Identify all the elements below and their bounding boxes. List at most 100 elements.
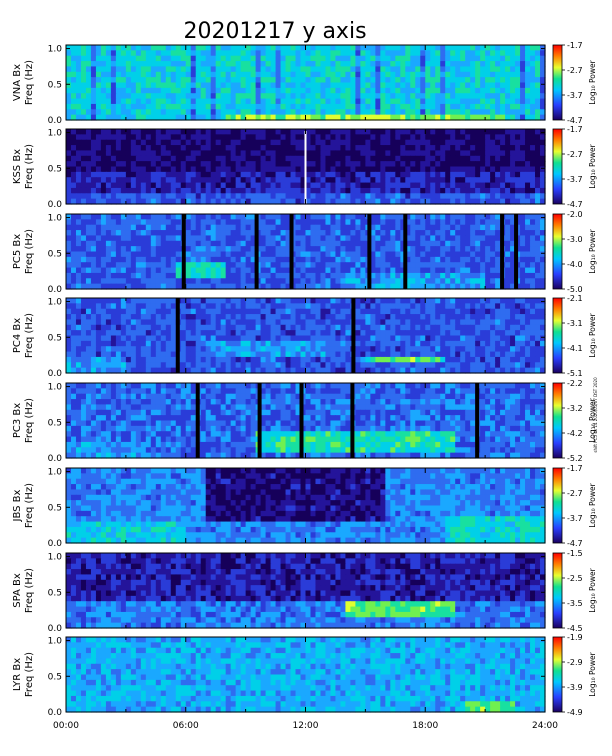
spectrogram-cell [465,187,471,194]
spectrogram-cell [180,50,187,57]
spectrogram-cell [270,50,277,57]
spectrogram-cell [145,161,152,168]
spectrogram-cell [185,246,192,253]
spectrogram-cell [190,171,197,178]
spectrogram-cell [405,298,411,304]
spectrogram-cell [66,230,72,237]
spectrogram-cell [215,256,222,263]
spectrogram-cell [390,324,396,331]
spectrogram-cell [335,298,342,304]
spectrogram-cell [150,330,157,337]
spectrogram-cell [265,283,272,290]
spectrogram-cell [180,314,187,321]
spectrogram-cell [150,267,157,274]
spectrogram-cell [360,166,366,173]
spectrogram-cell [255,161,262,168]
spectrogram-cell [235,155,242,162]
spectrogram-cell [315,187,322,194]
spectrogram-cell [175,103,182,110]
spectrogram-cell [430,193,436,200]
spectrogram-cell [325,139,332,146]
spectrogram-cell [460,66,466,73]
spectrogram-cell [66,61,72,68]
spectrogram-cell [180,71,187,78]
spectrogram-cell [145,77,152,84]
spectrogram-cell [480,139,486,146]
spectrogram-cell [80,198,87,205]
spectrogram-cell [145,298,152,304]
spectrogram-cell [195,298,202,304]
spectrogram-cell [380,187,386,194]
spectrogram-cell [485,187,491,194]
spectrogram-cell [490,114,496,121]
spectrogram-cell [235,182,242,189]
spectrogram-cell [520,193,526,200]
spectrogram-cell [170,98,177,105]
spectrogram-cell [535,134,541,141]
spectrogram-cell [370,224,376,231]
spectrogram-cell [210,55,217,62]
spectrogram-cell [275,214,282,220]
spectrogram-cell [305,177,312,184]
spectrogram-cell [235,109,242,116]
spectrogram-cell [140,298,147,304]
spectrogram-cell [170,283,177,290]
spectrogram-cell [240,278,247,285]
spectrogram-cell [390,77,396,84]
spectrogram-cell [66,224,72,231]
spectrogram-cell [505,93,511,100]
spectrogram-cell [190,61,197,68]
spectrogram-cell [140,335,147,342]
spectrogram-cell [470,87,476,94]
spectrogram-cell [490,66,496,73]
spectrogram-cell [165,109,172,116]
spectrogram-cell [150,283,157,290]
spectrogram-cell [510,187,516,194]
spectrogram-cell [70,139,77,146]
spectrogram-cell [445,182,451,189]
spectrogram-cell [530,109,536,116]
spectrogram-cell [375,246,381,253]
spectrogram-cell [455,224,461,231]
spectrogram-cell [325,278,332,285]
spectrogram-cell [245,103,252,110]
spectrogram-cell [365,114,371,121]
spectrogram-cell [420,251,426,258]
spectrogram-cell [470,240,476,247]
spectrogram-cell [175,93,182,100]
spectrogram-cell [145,61,152,68]
spectrogram-cell [505,129,511,135]
spectrogram-cell [505,103,511,110]
spectrogram-cell [360,235,366,242]
spectrogram-cell [80,303,87,310]
spectrogram-cell [185,87,192,94]
spectrogram-cell [240,145,247,152]
spectrogram-cell [80,214,87,220]
spectrogram-cell [265,114,272,121]
spectrogram-cell [275,66,282,73]
spectrogram-cell [170,256,177,263]
spectrogram-cell [375,61,381,68]
spectrogram-cell [475,324,481,331]
spectrogram-cell [345,324,352,331]
spectrogram-cell [200,61,207,68]
spectrogram-cell [250,308,257,315]
spectrogram-cell [165,246,172,253]
spectrogram-cell [480,161,486,168]
spectrogram-cell [100,98,107,105]
spectrogram-cell [115,182,122,189]
spectrogram-cell [120,55,127,62]
spectrogram-cell [165,161,172,168]
spectrogram-cell [425,177,431,184]
spectrogram-cell [530,182,536,189]
spectrogram-cell [205,298,212,304]
spectrogram-cell [360,314,366,321]
spectrogram-cell [365,145,371,152]
spectrogram-cell [215,93,222,100]
spectrogram-cell [185,161,192,168]
spectrogram-cell [435,272,441,279]
spectrogram-cell [495,61,501,68]
spectrogram-cell [490,171,496,178]
spectrogram-cell [200,235,207,242]
spectrogram-cell [300,182,307,189]
